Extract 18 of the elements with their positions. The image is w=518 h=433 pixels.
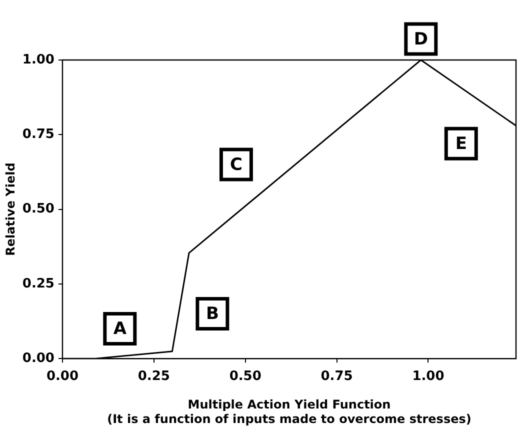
y-axis-title: Relative Yield xyxy=(3,162,18,256)
annotation: E xyxy=(455,134,467,154)
x-tick-label: 0.75 xyxy=(320,368,353,384)
x-tick-label: 0.25 xyxy=(138,368,170,384)
x-tick-label: 0.50 xyxy=(229,368,262,384)
annotation: D xyxy=(414,29,428,50)
x-tick-label: 1.00 xyxy=(412,368,444,384)
y-tick-label: 1.00 xyxy=(22,52,54,68)
x-axis-title: Multiple Action Yield Function xyxy=(188,398,391,412)
text: (It is a function of inputs made to overcome stresses) xyxy=(107,412,472,426)
y-tick-label: 0.75 xyxy=(22,127,54,142)
annotation: C xyxy=(230,154,242,175)
y-tick-label: 0.00 xyxy=(22,350,54,366)
y-tick-label: 0.25 xyxy=(22,276,54,292)
annotation: B xyxy=(206,304,219,324)
x-tick-label: 0.00 xyxy=(46,368,79,384)
annotation: A xyxy=(113,319,128,340)
y-tick-label: 0.50 xyxy=(22,202,54,217)
